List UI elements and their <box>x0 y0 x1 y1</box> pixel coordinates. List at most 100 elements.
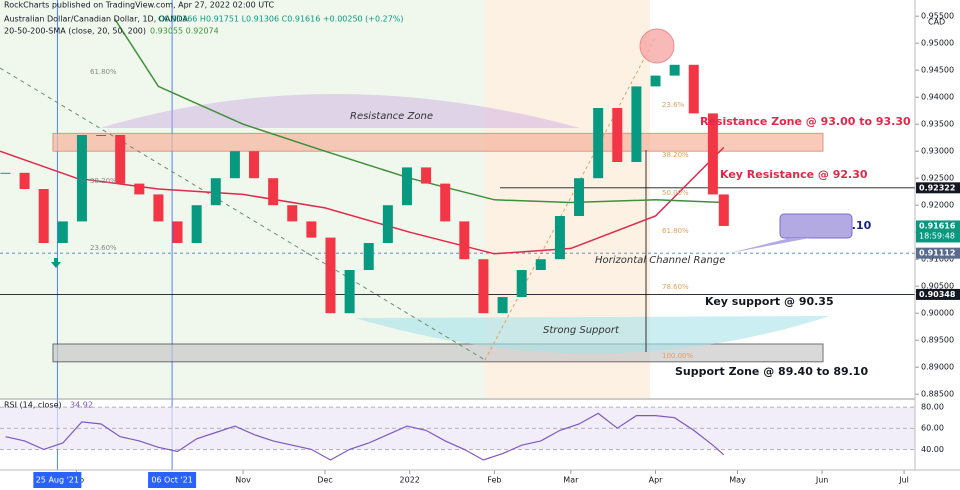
candle <box>421 167 432 184</box>
y-tick-label: 0.94000 <box>921 93 954 102</box>
y-tick-label: 0.88500 <box>921 390 954 399</box>
candle <box>210 178 221 206</box>
y-tick-label: 0.91000 <box>921 255 954 264</box>
date-marker-label: 06 Oct '21 <box>151 476 192 485</box>
candle <box>718 194 729 226</box>
candle <box>669 64 680 76</box>
fib-label: 100.00% <box>662 352 693 360</box>
candle <box>0 172 11 174</box>
candle <box>19 172 30 190</box>
y-tick-label: 0.89000 <box>921 363 954 372</box>
rsi-tick-label: 40.00 <box>921 445 944 454</box>
rsi-value: 34.92 <box>70 401 93 410</box>
level-box <box>916 220 960 243</box>
up-arrow <box>51 258 61 268</box>
candle <box>57 221 68 244</box>
rsi-line <box>5 412 725 461</box>
candle <box>76 135 87 222</box>
candle <box>401 167 412 206</box>
zone-label: Resistance Zone <box>350 111 433 122</box>
candle <box>134 183 145 195</box>
x-tick-label: 2022 <box>400 476 420 485</box>
date-marker-box <box>148 472 197 488</box>
x-tick-label: Apr <box>649 476 664 485</box>
symbol: Australian Dollar/Canadian Dollar, 1D, O… <box>4 15 188 24</box>
date-marker-label: 25 Aug '21 <box>36 476 79 485</box>
y-tick-label: 0.95500 <box>921 12 954 21</box>
candle <box>325 237 336 314</box>
annotation: Key Resistance @ 92.30 <box>720 168 868 181</box>
countdown: 18:59:48 <box>919 231 955 240</box>
sma-label: 20-50-200-SMA (close, 20, 50, 200) <box>4 27 146 36</box>
date-marker-box <box>33 472 82 488</box>
sma-values: 0.93055 0.92074 <box>150 27 219 36</box>
y-tick-label: 0.92500 <box>921 174 954 183</box>
y-tick-label: 0.95000 <box>921 39 954 48</box>
rsi-tick-label: 80.00 <box>921 403 944 412</box>
candle <box>344 270 355 314</box>
fib-label: 38.20% <box>662 151 689 159</box>
top-circle <box>639 28 675 64</box>
x-tick-label: Jun <box>815 476 829 485</box>
x-tick-label: Feb <box>487 476 501 485</box>
level-label: 0.90348 <box>919 290 956 299</box>
green-range <box>0 0 485 398</box>
candle <box>459 221 470 260</box>
candle <box>688 64 699 114</box>
candle <box>268 178 279 206</box>
candle <box>115 135 126 184</box>
support-zone <box>52 343 824 363</box>
pivot-pointer <box>730 238 810 253</box>
zone-label: Horizontal Channel Range <box>595 255 725 266</box>
candle <box>440 183 451 222</box>
y-tick-label: 0.89500 <box>921 336 954 345</box>
pivot-box <box>779 213 853 239</box>
publisher: RockCharts published on TradingView.com,… <box>4 1 275 10</box>
candle <box>306 221 317 238</box>
level-label: 0.91112 <box>919 249 955 258</box>
zone-label: Strong Support <box>543 325 620 336</box>
candle <box>287 205 298 222</box>
y-tick-label: 0.94500 <box>921 66 954 75</box>
level-box <box>916 288 960 300</box>
level-box <box>916 247 960 259</box>
candle <box>497 297 508 314</box>
candle <box>612 108 623 163</box>
candle <box>363 243 374 271</box>
x-tick-label: Dec <box>317 476 332 485</box>
candle <box>650 75 661 87</box>
candle <box>574 178 585 217</box>
fib-label: 50.00% <box>662 189 689 197</box>
fib-label: 78.60% <box>662 283 689 291</box>
candle <box>593 108 604 179</box>
candle <box>554 216 565 260</box>
candle <box>516 270 527 298</box>
resistance-zone <box>52 132 824 152</box>
candle <box>382 205 393 244</box>
candle <box>707 113 718 195</box>
candle <box>535 259 546 271</box>
annotation: Resistance Zone @ 93.00 to 93.30 <box>700 115 911 128</box>
y-tick-label: 0.90000 <box>921 309 954 318</box>
x-tick-label: Mar <box>563 476 579 485</box>
level-label: 0.91616 <box>919 221 956 230</box>
currency: CAD <box>928 18 945 27</box>
candle <box>172 221 183 244</box>
candle <box>249 151 260 179</box>
rsi-label: RSI (14, close) <box>4 401 62 410</box>
level-box <box>916 182 960 194</box>
candle <box>191 205 202 244</box>
y-tick-label: 0.92000 <box>921 201 954 210</box>
candle <box>478 259 489 314</box>
x-tick-label: Nov <box>235 476 251 485</box>
x-tick-label: Jul <box>898 476 909 485</box>
candle <box>229 151 240 179</box>
annotation: Support Zone @ 89.40 to 89.10 <box>675 365 868 378</box>
candle <box>96 135 107 137</box>
level-label: 0.92322 <box>919 183 955 192</box>
resistance-arc <box>100 94 580 128</box>
fib-line <box>484 37 656 361</box>
fib-label: 23.6% <box>662 101 685 109</box>
annotation: Key support @ 90.35 <box>705 295 834 308</box>
